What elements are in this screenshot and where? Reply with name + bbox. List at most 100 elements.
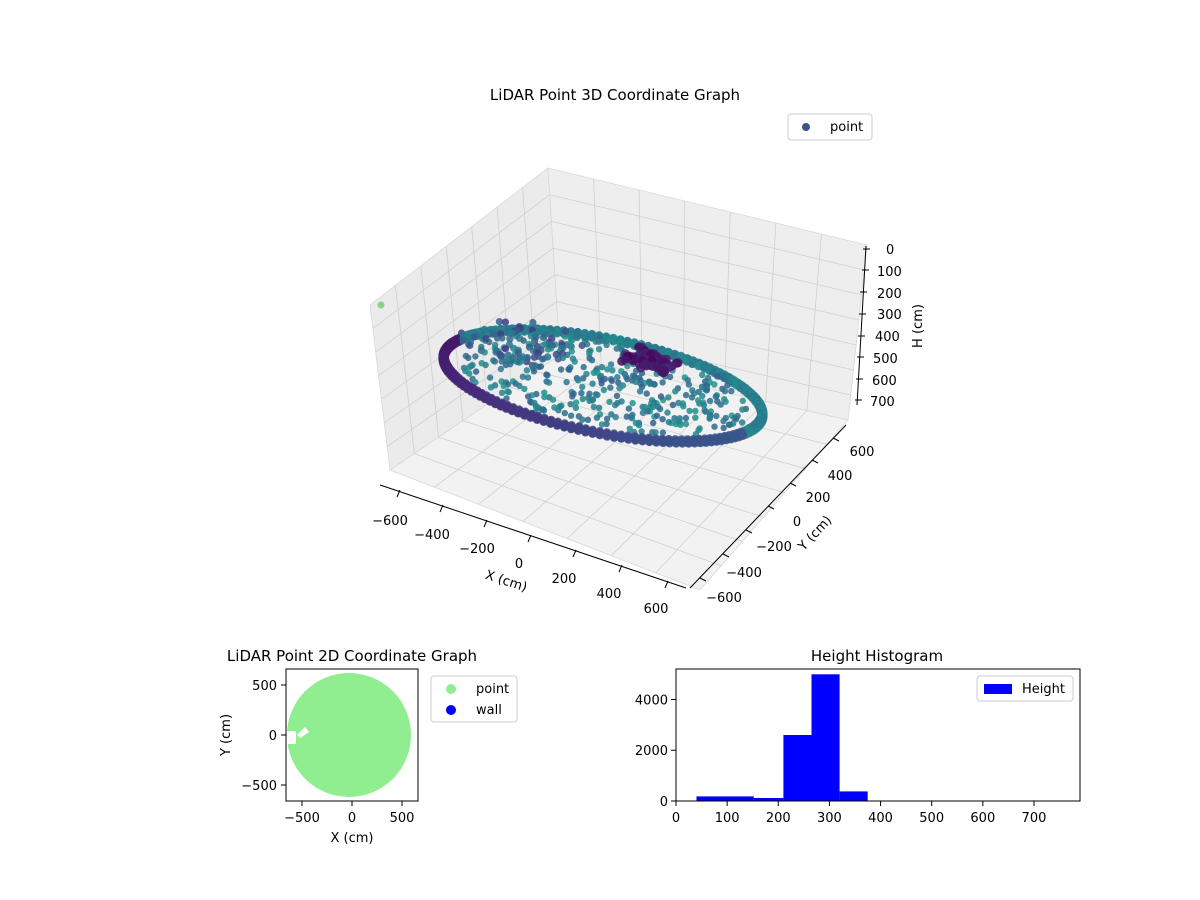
y-tick-label: 400 [828, 469, 853, 484]
y-tick-label: 600 [850, 445, 875, 460]
scatter-point [526, 413, 535, 422]
scatter-point [491, 341, 499, 349]
scatter-point [624, 376, 631, 383]
scatter-point [665, 394, 672, 401]
z-axis-label: H (cm) [911, 304, 926, 348]
scatter-point [702, 408, 709, 415]
region-notch [286, 731, 296, 744]
scatter-point [680, 403, 687, 410]
scatter-point [531, 399, 538, 406]
scatter-point [561, 333, 569, 340]
scatter-point [540, 407, 548, 414]
scatter-point [636, 388, 644, 395]
scatter-point [519, 373, 527, 380]
scatter-point [557, 366, 565, 373]
scatter-point [500, 382, 507, 390]
scatter-point [645, 437, 654, 447]
scatter-point [520, 411, 529, 420]
plot-3d: LiDAR Point 3D Coordinate Graph −600 −40… [369, 86, 926, 617]
scatter-point [624, 362, 631, 370]
scatter-point [519, 353, 527, 361]
x-tick-label: 300 [817, 811, 842, 826]
scatter-point [504, 388, 511, 395]
scatter-point [650, 419, 657, 427]
y-tick-label: 0 [660, 795, 668, 810]
scatter-point [649, 428, 656, 436]
y-axis-label-2d: Y (cm) [219, 714, 234, 757]
histogram-x-ticks: 0 100 200 300 400 500 600 700 [672, 801, 1046, 826]
scatter-point [713, 412, 720, 420]
scatter-point [516, 334, 524, 342]
scatter-point [486, 374, 494, 381]
scatter-point [628, 414, 636, 422]
scatter-point [724, 382, 731, 389]
scatter-point [539, 417, 548, 426]
legend-label-height: Height [1022, 682, 1065, 697]
scatter-point [598, 421, 606, 428]
scatter-point [575, 377, 582, 384]
z-ticks [855, 248, 870, 401]
scatter-point [700, 402, 708, 409]
z-tick-label: 600 [872, 374, 897, 389]
scatter-point [672, 439, 681, 448]
y-ticks-2d [281, 684, 286, 786]
x-tick-label: 600 [644, 602, 669, 617]
scatter-point [497, 352, 505, 360]
scatter-point [561, 409, 568, 417]
grid-line [471, 226, 488, 405]
grid-line [438, 436, 743, 542]
x-tick-label: 400 [597, 587, 622, 602]
scatter-point [721, 388, 729, 395]
legend-marker-point [446, 684, 456, 694]
scatter-point [645, 378, 653, 385]
point-cloud-3d [377, 301, 768, 448]
x-tick-label: 200 [552, 572, 577, 587]
z-tick-label: 400 [875, 330, 900, 345]
scatter-point [566, 366, 573, 373]
y-tick-label: 500 [252, 679, 277, 694]
scatter-point [602, 432, 612, 441]
scatter-point [466, 363, 473, 371]
y-tick-labels: −600 −400 −200 0 200 400 600 [706, 445, 874, 606]
z-tick-label: 300 [877, 308, 902, 323]
grid-line [566, 391, 725, 539]
scatter-point [569, 393, 576, 400]
scatter-point [598, 380, 605, 387]
scatter-point [572, 404, 579, 411]
scatter-point [695, 388, 702, 396]
scatter-point [580, 363, 587, 371]
scatter-point [682, 391, 690, 399]
scatter-point [574, 426, 583, 435]
point-region-disk [287, 673, 411, 797]
scatter-point [607, 361, 615, 368]
grid-line [554, 274, 857, 346]
x-tick-label: 0 [515, 557, 523, 572]
scatter-point [589, 380, 596, 387]
scatter-point [524, 374, 532, 381]
scatter-point [638, 428, 645, 435]
scatter-point [659, 379, 666, 386]
y-tick-label: 200 [806, 491, 831, 506]
grid-line [378, 247, 554, 377]
scatter-point [548, 335, 556, 343]
scatter-point [494, 335, 501, 342]
scatter-point [571, 358, 578, 365]
grid-line [372, 194, 550, 329]
scatter-point [686, 407, 693, 415]
scatter-point [739, 406, 746, 413]
scatter-point [638, 437, 647, 446]
scatter-point [541, 393, 548, 401]
y-tick-label: 0 [793, 515, 801, 530]
scatter-point [623, 340, 632, 349]
scatter-point [694, 397, 702, 404]
scatter-point [692, 407, 699, 415]
scatter-point [578, 341, 586, 350]
scatter-point [659, 416, 666, 423]
chart-2d-title: LiDAR Point 2D Coordinate Graph [227, 647, 477, 665]
legend-marker-point [802, 123, 810, 131]
scatter-point [613, 392, 621, 400]
scatter-point [581, 335, 589, 344]
scatter-point [603, 415, 611, 422]
histogram-y-ticks: 0 2000 4000 [635, 693, 676, 810]
scatter-point [612, 413, 619, 421]
